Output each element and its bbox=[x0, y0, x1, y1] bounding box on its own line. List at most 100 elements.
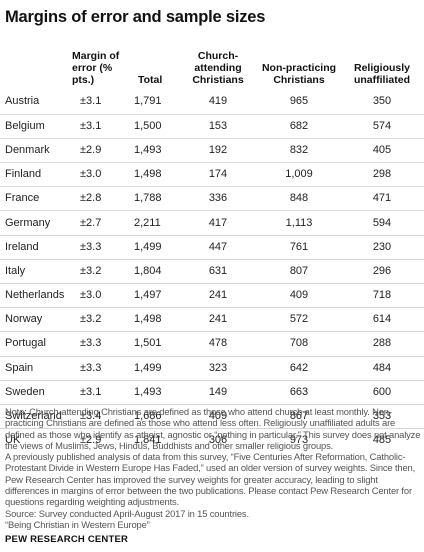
cell-nonpracticing: 708 bbox=[258, 331, 340, 357]
cell-nonpracticing: 965 bbox=[289, 95, 309, 108]
cell-total: 1,500 bbox=[128, 113, 178, 139]
table-row: Austria ±3.1 1,791 419 965 350 bbox=[0, 90, 424, 114]
cell-church: 174 bbox=[178, 162, 258, 187]
table-row: Denmark ±2.9 1,493 192 832 405 bbox=[0, 137, 424, 163]
cell-moe: ±2.9 bbox=[66, 428, 128, 453]
table-row: Switzerland ±3.4 1,686 409 867 353 bbox=[0, 403, 424, 429]
note-definitions: Note: Church-attending Christians are de… bbox=[5, 406, 421, 451]
cell-country: Spain bbox=[0, 355, 66, 381]
cell-moe: ±3.0 bbox=[66, 162, 128, 187]
cell-total: 1,501 bbox=[128, 331, 178, 357]
cell-country: Belgium bbox=[0, 113, 66, 139]
cell-total: 1,499 bbox=[128, 234, 178, 260]
cell-total: 1,497 bbox=[128, 282, 178, 308]
cell-nonpracticing: 761 bbox=[258, 234, 340, 260]
cell-nonpracticing: 1,113 bbox=[258, 210, 340, 236]
table-row: Sweden ±3.1 1,493 149 663 600 bbox=[0, 379, 424, 405]
cell-country: Italy bbox=[0, 258, 66, 284]
table-header-row: Margin of error (% pts.) Total Church-at… bbox=[0, 36, 424, 90]
cell-church: 323 bbox=[178, 355, 258, 381]
cell-moe: ±3.4 bbox=[66, 403, 128, 429]
cell-country: Ireland bbox=[0, 234, 66, 260]
cell-moe: ±2.9 bbox=[66, 137, 128, 163]
cell-nonpracticing: 409 bbox=[258, 282, 340, 308]
cell-total: 1,686 bbox=[128, 403, 178, 429]
cell-total: 1,499 bbox=[128, 355, 178, 381]
cell-nonpracticing: 682 bbox=[258, 113, 340, 139]
cell-country: UK bbox=[0, 428, 66, 453]
cell-nonpracticing: 572 bbox=[258, 307, 340, 332]
header-church-attending: Church-attending Christians bbox=[192, 50, 244, 86]
sample-size-table: Margin of error (% pts.) Total Church-at… bbox=[0, 36, 424, 453]
cell-church: 631 bbox=[178, 258, 258, 284]
cell-nonpracticing: 867 bbox=[258, 403, 340, 429]
cell-church: 241 bbox=[178, 307, 258, 332]
header-unaffiliated: Religiously unaffiliated bbox=[353, 62, 410, 86]
cell-unaffiliated: 600 bbox=[340, 379, 424, 405]
cell-total: 1,493 bbox=[128, 137, 178, 163]
cell-church: 192 bbox=[178, 137, 258, 163]
cell-unaffiliated: 405 bbox=[340, 137, 424, 163]
table-row: Germany ±2.7 2,211 417 1,113 594 bbox=[0, 210, 424, 236]
table-row: Portugal ±3.3 1,501 478 708 288 bbox=[0, 331, 424, 357]
cell-moe: ±3.3 bbox=[66, 234, 128, 260]
table-row: Ireland ±3.3 1,499 447 761 230 bbox=[0, 234, 424, 260]
header-margin-of-error: Margin of error (% pts.) bbox=[72, 50, 120, 86]
cell-country: Finland bbox=[0, 162, 66, 187]
cell-unaffiliated: 288 bbox=[340, 331, 424, 357]
cell-unaffiliated: 718 bbox=[340, 282, 424, 308]
note-weights: A previously published analysis of data … bbox=[5, 451, 416, 508]
cell-church: 417 bbox=[178, 210, 258, 236]
cell-moe: ±2.8 bbox=[66, 186, 128, 211]
cell-country: Austria bbox=[5, 95, 40, 108]
cell-moe: ±2.7 bbox=[66, 210, 128, 236]
cell-unaffiliated: 353 bbox=[340, 403, 424, 429]
cell-country: Switzerland bbox=[0, 403, 66, 429]
cell-unaffiliated: 485 bbox=[340, 428, 424, 453]
cell-total: 2,211 bbox=[128, 210, 178, 236]
cell-total: 1,498 bbox=[128, 307, 178, 332]
publisher-credit: PEW RESEARCH CENTER bbox=[5, 534, 129, 545]
cell-moe: ±3.3 bbox=[66, 331, 128, 357]
cell-moe: ±3.1 bbox=[66, 379, 128, 405]
note-source: Source: Survey conducted April-August 20… bbox=[5, 507, 249, 519]
table-row: Spain ±3.3 1,499 323 642 484 bbox=[0, 355, 424, 381]
cell-unaffiliated: 614 bbox=[340, 307, 424, 332]
cell-total: 1,493 bbox=[128, 379, 178, 405]
note-report-title: “Being Christian in Western Europe” bbox=[5, 518, 150, 530]
cell-unaffiliated: 296 bbox=[340, 258, 424, 284]
cell-church: 419 bbox=[208, 95, 228, 108]
table-row: UK ±2.9 1,841 306 973 485 bbox=[0, 428, 424, 453]
notes: Note: Church-attending Christians are de… bbox=[5, 406, 421, 530]
cell-country: Portugal bbox=[0, 331, 66, 357]
cell-country: Norway bbox=[0, 307, 66, 332]
cell-moe: ±3.1 bbox=[80, 95, 102, 108]
cell-total: 1,804 bbox=[128, 258, 178, 284]
cell-nonpracticing: 642 bbox=[258, 355, 340, 381]
cell-nonpracticing: 973 bbox=[258, 428, 340, 453]
cell-church: 149 bbox=[178, 379, 258, 405]
table-row: Norway ±3.2 1,498 241 572 614 bbox=[0, 307, 424, 332]
cell-moe: ±3.3 bbox=[66, 355, 128, 381]
header-non-practicing: Non-practicing Christians bbox=[261, 62, 337, 86]
cell-moe: ±3.2 bbox=[66, 258, 128, 284]
cell-unaffiliated: 484 bbox=[340, 355, 424, 381]
table-row: Finland ±3.0 1,498 174 1,009 298 bbox=[0, 162, 424, 187]
cell-nonpracticing: 807 bbox=[258, 258, 340, 284]
cell-unaffiliated: 230 bbox=[340, 234, 424, 260]
cell-nonpracticing: 663 bbox=[258, 379, 340, 405]
cell-moe: ±3.1 bbox=[66, 113, 128, 139]
cell-church: 153 bbox=[178, 113, 258, 139]
cell-nonpracticing: 1,009 bbox=[258, 162, 340, 187]
table-row: Italy ±3.2 1,804 631 807 296 bbox=[0, 258, 424, 284]
header-total: Total bbox=[138, 74, 163, 86]
table-row: France ±2.8 1,788 336 848 471 bbox=[0, 186, 424, 211]
cell-total: 1,788 bbox=[128, 186, 178, 211]
cell-country: France bbox=[0, 186, 66, 211]
cell-unaffiliated: 350 bbox=[372, 95, 392, 108]
cell-unaffiliated: 594 bbox=[340, 210, 424, 236]
cell-church: 478 bbox=[178, 331, 258, 357]
table-body: Austria ±3.1 1,791 419 965 350 Belgium ±3.1 1,50… bbox=[0, 90, 424, 453]
cell-moe: ±3.0 bbox=[66, 282, 128, 308]
cell-church: 241 bbox=[178, 282, 258, 308]
